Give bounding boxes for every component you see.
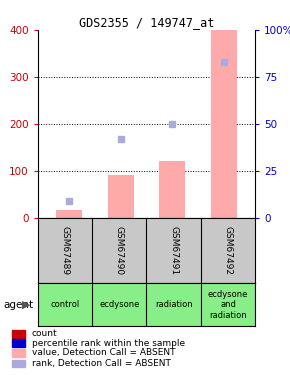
Bar [211,30,237,217]
Point [118,136,123,142]
Text: value, Detection Call = ABSENT: value, Detection Call = ABSENT [32,348,175,357]
Point [222,59,226,65]
Point [66,198,71,204]
Bar [160,161,185,218]
Bar [108,176,133,217]
Bar [56,210,82,218]
Text: ▶: ▶ [22,300,30,310]
Text: ecdysone
and
radiation: ecdysone and radiation [208,290,248,320]
Text: control: control [50,300,79,309]
Text: GSM67490: GSM67490 [115,226,124,275]
Text: GSM67491: GSM67491 [169,226,178,275]
Bar [12,330,25,338]
Text: percentile rank within the sample: percentile rank within the sample [32,339,185,348]
Bar [12,360,25,368]
Bar [12,339,25,347]
Text: rank, Detection Call = ABSENT: rank, Detection Call = ABSENT [32,359,171,368]
Title: GDS2355 / 149747_at: GDS2355 / 149747_at [79,16,214,29]
Text: ecdysone: ecdysone [99,300,139,309]
Bar [12,349,25,357]
Text: count: count [32,329,57,338]
Text: GSM67492: GSM67492 [224,226,233,275]
Text: radiation: radiation [155,300,193,309]
Point [170,121,175,127]
Text: agent: agent [3,300,33,310]
Text: GSM67489: GSM67489 [60,226,69,275]
